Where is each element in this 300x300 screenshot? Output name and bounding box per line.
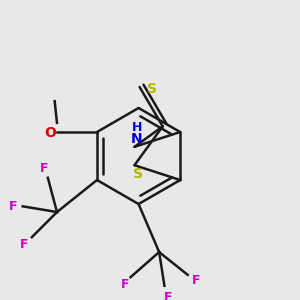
Text: S: S bbox=[133, 167, 143, 181]
Text: H: H bbox=[132, 121, 142, 134]
Text: F: F bbox=[164, 291, 172, 300]
Text: F: F bbox=[40, 162, 49, 175]
Text: F: F bbox=[20, 238, 28, 250]
Text: O: O bbox=[44, 126, 56, 140]
Text: F: F bbox=[121, 278, 129, 291]
Text: S: S bbox=[147, 82, 157, 96]
Text: F: F bbox=[9, 200, 18, 213]
Text: N: N bbox=[131, 132, 142, 146]
Text: F: F bbox=[191, 274, 200, 287]
